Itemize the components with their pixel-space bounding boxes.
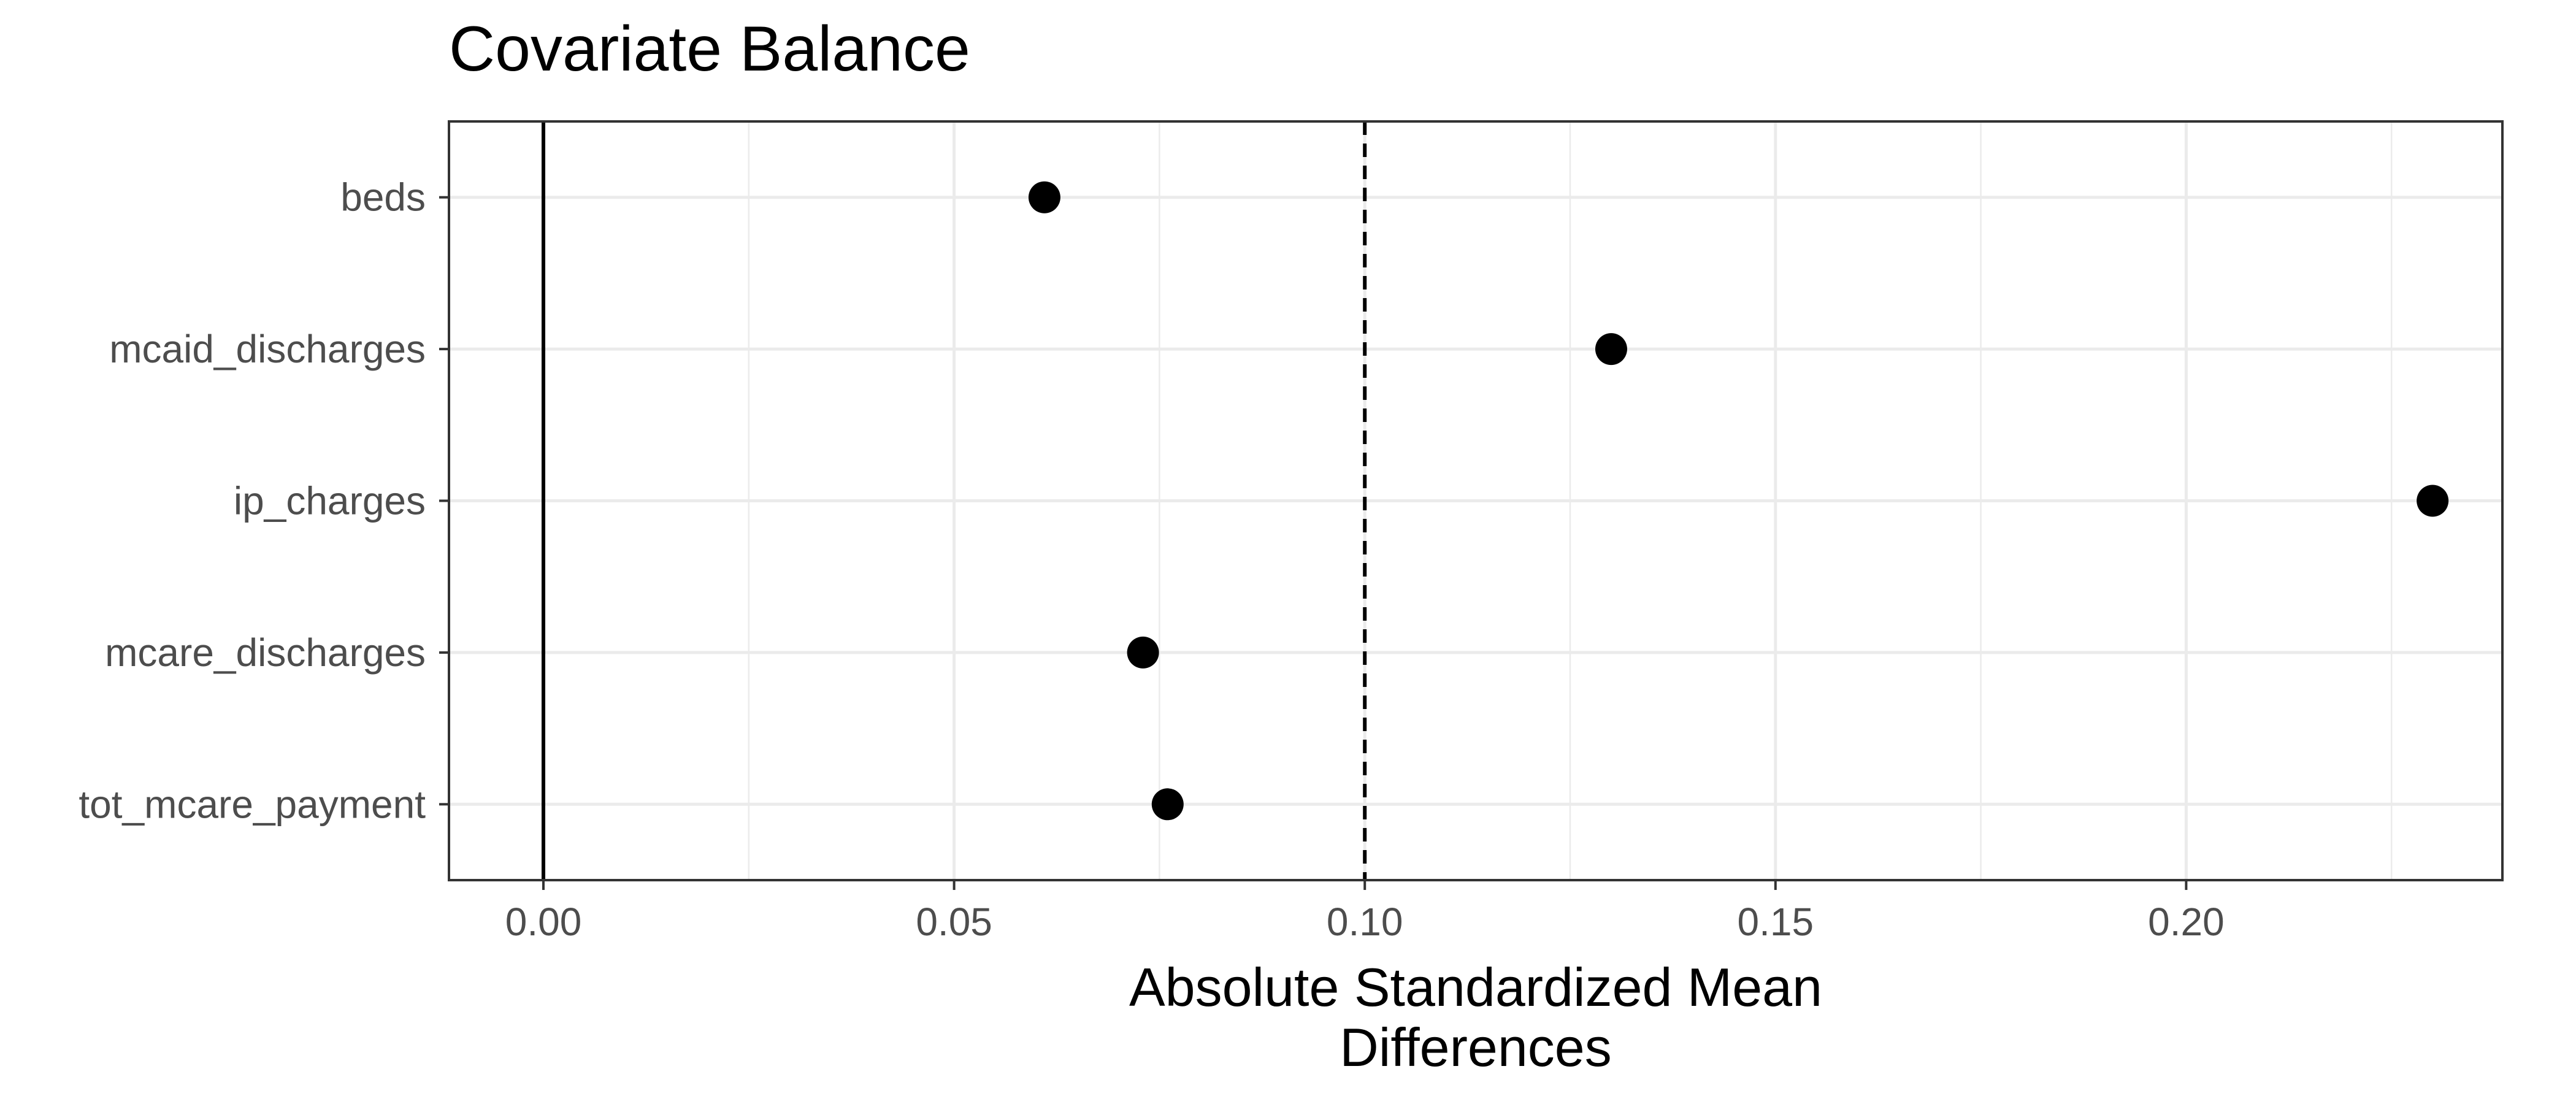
x-axis-title-line: Absolute Standardized Mean [1129, 957, 1822, 1018]
chart-title: Covariate Balance [449, 13, 970, 85]
y-tick-label-ip_charges: ip_charges [234, 479, 426, 523]
y-tick-label-tot_mcare_payment: tot_mcare_payment [79, 782, 426, 826]
x-axis-title: Absolute Standardized Mean Differences [1129, 957, 1822, 1078]
point-beds [1028, 181, 1060, 213]
x-tick-label: 0.10 [1327, 900, 1403, 944]
y-tick-label-beds: beds [340, 175, 426, 220]
point-mcare_discharges [1127, 636, 1159, 669]
y-axis: beds mcaid_discharges ip_charges mcare_disc… [79, 175, 449, 826]
point-tot_mcare_payment [1151, 788, 1184, 821]
x-axis-title-line: Differences [1340, 1017, 1611, 1078]
y-tick-label-mcare_discharges: mcare_discharges [105, 631, 426, 675]
grid-layer [449, 121, 2502, 880]
point-ip_charges [2417, 485, 2449, 517]
x-tick-label: 0.05 [916, 900, 992, 944]
reference-lines [542, 121, 1367, 880]
x-axis: 0.00 0.05 0.10 0.15 0.20 [505, 880, 2225, 944]
x-tick-label: 0.20 [2148, 900, 2225, 944]
y-tick-label-mcaid_discharges: mcaid_discharges [109, 327, 426, 371]
x-tick-label: 0.15 [1738, 900, 1814, 944]
x-tick-label: 0.00 [505, 900, 582, 944]
point-mcaid_discharges [1595, 333, 1627, 366]
points-layer [1028, 181, 2449, 821]
